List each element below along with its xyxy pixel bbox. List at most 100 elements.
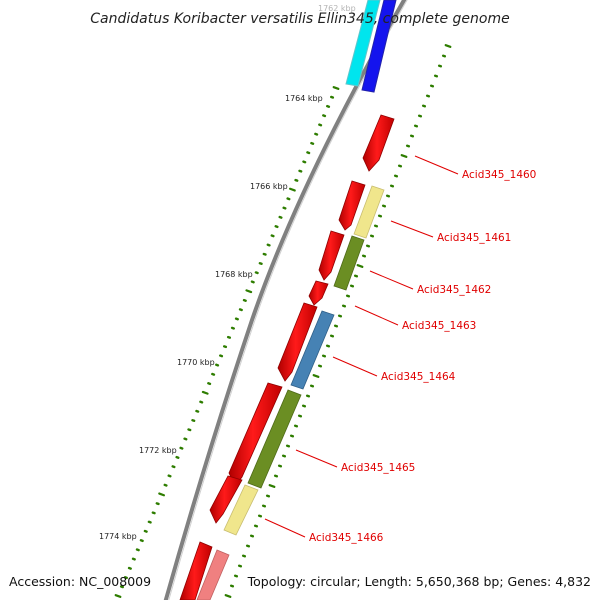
inner-scale-major-tick — [444, 44, 452, 48]
outer-scale-minor-tick — [294, 178, 299, 182]
outer-scale-minor-tick — [131, 557, 136, 561]
inner-scale-minor-tick — [337, 314, 343, 318]
scale-tick-label-partial: 1762 kbp — [318, 4, 356, 13]
outer-scale-major-tick — [158, 492, 166, 497]
outer-scale-minor-tick — [222, 345, 228, 349]
feature-cds-1461 — [338, 180, 366, 231]
outer-scale-minor-tick — [242, 298, 247, 302]
gene-labels: Acid345_1460 Acid345_1461 Acid345_1462 A… — [309, 169, 536, 544]
feature-pink — [196, 549, 230, 600]
feature-cds-1463 — [308, 280, 329, 306]
outer-scale-minor-tick — [135, 548, 140, 552]
inner-scale-major-tick — [356, 264, 364, 268]
inner-scale-minor-tick — [441, 54, 447, 58]
inner-scale-major-tick — [312, 374, 320, 378]
inner-scale-minor-tick — [369, 234, 375, 238]
feature-khaki-1 — [353, 185, 385, 239]
inner-scale-minor-tick — [301, 404, 307, 408]
feature-cyan — [345, 0, 381, 87]
outer-scale-minor-tick — [250, 280, 255, 284]
scale-ticks-outer — [114, 86, 340, 598]
map-title: Candidatus Koribacter versatilis Ellin34… — [90, 11, 509, 27]
feature-olive-1 — [333, 235, 365, 291]
inner-scale-minor-tick — [309, 384, 315, 388]
feature-track — [179, 0, 397, 600]
genome-backbone — [163, 0, 407, 600]
outer-scale-major-tick — [288, 187, 296, 192]
inner-scale-minor-tick — [293, 424, 299, 428]
inner-scale-minor-tick — [265, 494, 271, 498]
inner-scale-minor-tick — [365, 244, 371, 248]
outer-scale-minor-tick — [143, 529, 148, 533]
outer-scale-minor-tick — [171, 465, 176, 469]
inner-scale-minor-tick — [289, 434, 295, 438]
inner-scale-minor-tick — [325, 344, 331, 348]
outer-scale-minor-tick — [318, 123, 323, 127]
inner-scale-minor-tick — [389, 184, 395, 188]
inner-scale-major-tick — [224, 594, 232, 598]
outer-scale-minor-tick — [127, 566, 132, 570]
inner-scale-minor-tick — [257, 514, 263, 518]
outer-scale-minor-tick — [191, 419, 196, 423]
accession-label: Accession: NC_008009 — [9, 574, 151, 589]
inner-scale-minor-tick — [245, 544, 251, 548]
scale-tick-label-1768: 1768 kbp — [215, 270, 253, 279]
outer-scale-minor-tick — [167, 474, 172, 478]
inner-scale-minor-tick — [249, 534, 255, 538]
outer-scale-minor-tick — [155, 502, 160, 506]
inner-scale-minor-tick — [229, 584, 235, 588]
genome-summary: Topology: circular; Length: 5,650,368 bp… — [247, 574, 591, 589]
inner-scale-minor-tick — [285, 444, 291, 448]
scale-tick-labels: 1762 kbp 1764 kbp 1766 kbp 1768 kbp 1770… — [99, 4, 356, 541]
outer-scale-minor-tick — [219, 354, 224, 358]
gene-label-1463: Acid345_1463 — [402, 320, 476, 332]
gene-label-1464: Acid345_1464 — [381, 371, 456, 383]
inner-scale-minor-tick — [361, 254, 367, 258]
gene-label-1465: Acid345_1465 — [341, 462, 415, 474]
inner-scale-minor-tick — [281, 454, 287, 458]
outer-scale-minor-tick — [187, 428, 192, 432]
scale-tick-label-1766: 1766 kbp — [250, 182, 288, 191]
outer-scale-minor-tick — [195, 409, 200, 413]
inner-scale-minor-tick — [345, 294, 351, 298]
inner-scale-minor-tick — [405, 144, 411, 148]
scale-tick-label-1774: 1774 kbp — [99, 532, 137, 541]
scale-ticks-inner — [224, 44, 452, 598]
feature-cds-1460 — [362, 114, 395, 172]
inner-scale-minor-tick — [233, 574, 239, 578]
gene-label-1462: Acid345_1462 — [417, 284, 491, 296]
outer-scale-major-tick — [114, 594, 122, 598]
inner-scale-minor-tick — [329, 334, 335, 338]
feature-cds-1466 — [209, 475, 243, 524]
gene-label-1461: Acid345_1461 — [437, 232, 511, 244]
inner-scale-minor-tick — [373, 224, 379, 228]
outer-scale-minor-tick — [175, 455, 180, 459]
inner-scale-minor-tick — [305, 394, 311, 398]
inner-scale-minor-tick — [273, 474, 279, 478]
label-leaders — [264, 155, 459, 538]
feature-khaki-2 — [223, 484, 259, 536]
inner-scale-minor-tick — [381, 204, 387, 208]
outer-scale-minor-tick — [179, 446, 184, 450]
outer-scale-minor-tick — [310, 141, 315, 145]
feature-olive-2 — [247, 389, 302, 489]
outer-scale-minor-tick — [163, 483, 168, 487]
outer-scale-minor-tick — [302, 160, 307, 164]
feature-cds-1464 — [277, 302, 318, 382]
outer-scale-minor-tick — [278, 215, 283, 219]
outer-scale-major-tick — [201, 390, 209, 395]
outer-scale-minor-tick — [322, 114, 327, 118]
inner-scale-major-tick — [400, 154, 408, 158]
outer-scale-minor-tick — [298, 169, 303, 173]
outer-scale-minor-tick — [123, 576, 128, 580]
inner-scale-minor-tick — [321, 354, 327, 358]
outer-scale-minor-tick — [151, 511, 156, 515]
inner-scale-minor-tick — [429, 84, 435, 88]
outer-scale-minor-tick — [314, 132, 319, 136]
inner-scale-minor-tick — [261, 504, 267, 508]
inner-scale-major-tick — [268, 484, 276, 488]
inner-scale-minor-tick — [393, 174, 399, 178]
inner-scale-minor-tick — [277, 464, 283, 468]
outer-scale-minor-tick — [258, 261, 263, 265]
inner-scale-minor-tick — [433, 74, 439, 78]
